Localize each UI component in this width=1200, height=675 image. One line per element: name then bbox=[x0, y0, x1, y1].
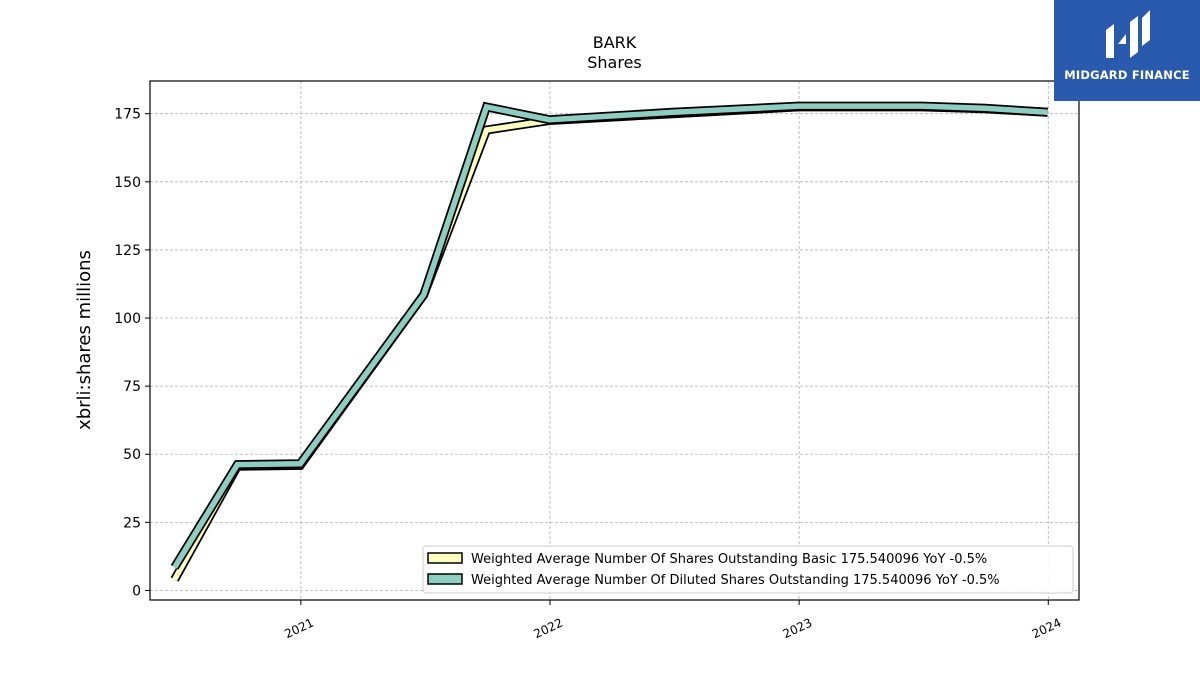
legend: Weighted Average Number Of Shares Outsta… bbox=[422, 545, 1074, 594]
y-tick-label: 0 bbox=[132, 583, 141, 599]
x-tick-label: 2021 bbox=[282, 616, 316, 642]
x-axis: 2021 2022 2023 2024 bbox=[282, 600, 1063, 641]
series-outline-1 bbox=[170, 101, 1048, 570]
legend-swatch-diluted bbox=[427, 573, 463, 585]
logo-text: MIDGARD FINANCE bbox=[1064, 68, 1190, 82]
series-layer bbox=[170, 101, 1048, 582]
legend-label-diluted: Weighted Average Number Of Diluted Share… bbox=[471, 573, 1000, 588]
series-outline-0 bbox=[170, 102, 1048, 582]
y-tick-label: 50 bbox=[123, 447, 141, 463]
grid-lines bbox=[150, 81, 1079, 600]
y-tick-label: 150 bbox=[114, 175, 141, 191]
x-tick-label: 2022 bbox=[532, 616, 566, 642]
series-line-1 bbox=[172, 103, 1048, 569]
series-line-0 bbox=[172, 104, 1048, 581]
legend-label-basic: Weighted Average Number Of Shares Outsta… bbox=[471, 552, 987, 567]
y-tick-label: 25 bbox=[123, 515, 141, 531]
y-tick-label: 175 bbox=[114, 107, 141, 123]
legend-swatch-basic bbox=[427, 552, 463, 564]
chart-title: BARK bbox=[593, 33, 637, 52]
y-tick-label: 100 bbox=[114, 311, 141, 327]
x-tick-label: 2024 bbox=[1030, 616, 1064, 642]
y-tick-label: 125 bbox=[114, 243, 141, 259]
plot-frame bbox=[149, 80, 1080, 601]
logo-mark-icon bbox=[1106, 10, 1150, 58]
y-tick-label: 75 bbox=[123, 379, 141, 395]
x-tick-label: 2023 bbox=[781, 616, 815, 642]
y-axis: 0 25 50 75 100 125 150 175 bbox=[114, 107, 150, 599]
y-axis-label: xbrli:shares millions bbox=[74, 250, 95, 430]
midgard-finance-logo: MIDGARD FINANCE bbox=[1054, 0, 1200, 101]
legend-box bbox=[422, 545, 1074, 594]
chart-subtitle: Shares bbox=[587, 53, 642, 72]
